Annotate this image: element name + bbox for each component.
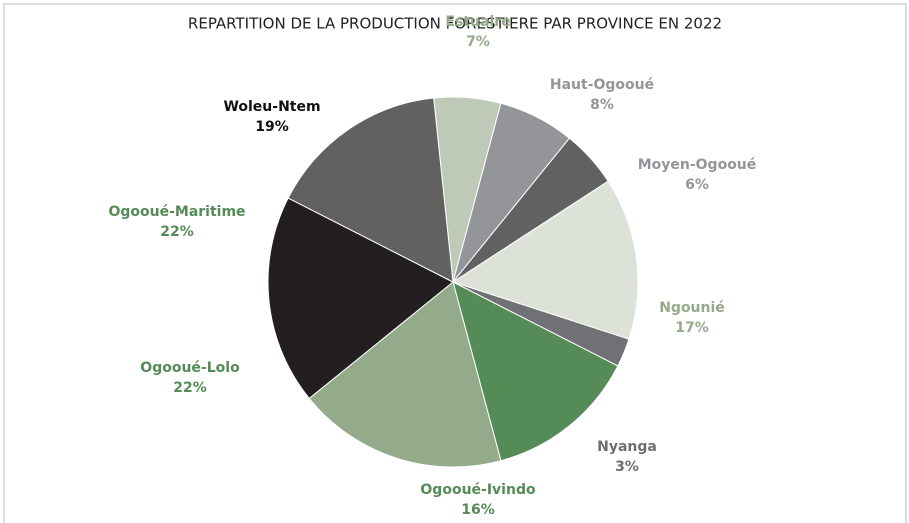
pie-slice	[287, 97, 454, 283]
slice-label: Ogooué-Ivindo	[420, 482, 536, 498]
slice-value-label: 3%	[615, 459, 639, 475]
pie-slice	[451, 180, 639, 340]
pie-slice	[452, 281, 619, 462]
slice-value-label: 22%	[173, 380, 207, 396]
slice-value-label: 6%	[685, 177, 709, 193]
slice-value-label: 8%	[590, 97, 614, 113]
slice-value-label: 7%	[466, 34, 490, 50]
slice-value-label: 22%	[160, 224, 194, 240]
slice-label: Ngounié	[659, 300, 725, 316]
slice-label: Nyanga	[597, 439, 657, 455]
chart-title: REPARTITION DE LA PRODUCTION FORESTIERE …	[188, 15, 722, 33]
slice-label: Ogooué-Lolo	[140, 360, 240, 376]
slice-label: Haut-Ogooué	[550, 77, 654, 93]
slice-label: Moyen-Ogooué	[638, 157, 757, 173]
slice-value-label: 16%	[461, 502, 495, 518]
slice-label: Ogooué-Maritime	[108, 204, 245, 220]
slice-label: Woleu-Ntem	[223, 99, 320, 115]
chart-frame	[3, 3, 907, 523]
pie-slice	[267, 197, 454, 400]
pie-slice	[308, 281, 502, 468]
slice-label: Estuaire	[445, 14, 510, 30]
slice-value-label: 19%	[255, 119, 289, 135]
slice-value-label: 17%	[675, 320, 709, 336]
